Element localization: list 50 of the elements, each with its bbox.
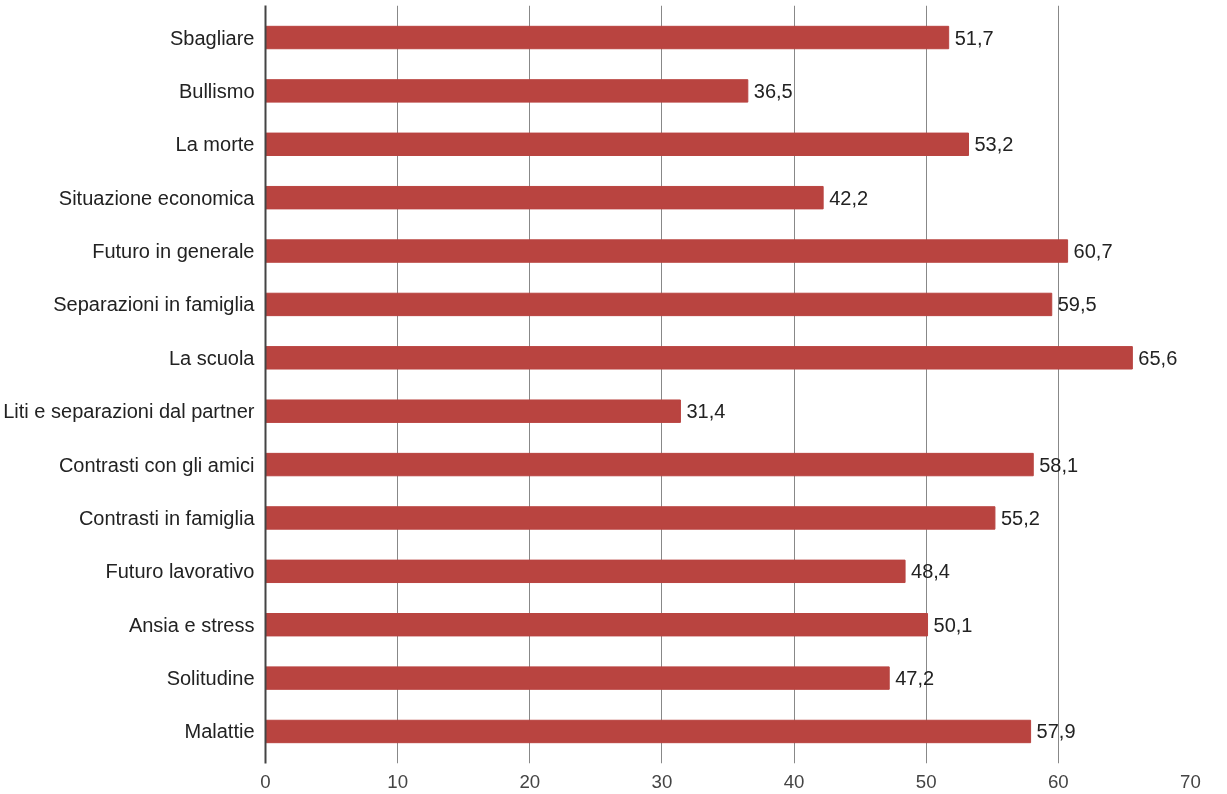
- data-label: 59,5: [1057, 293, 1097, 316]
- bar: [265, 613, 929, 637]
- x-tick-label: 60: [1047, 770, 1069, 792]
- data-label: 53,2: [974, 133, 1014, 156]
- bar: [265, 506, 996, 530]
- y-tick-label: La scuola: [168, 346, 256, 369]
- data-label: 42,2: [829, 186, 869, 209]
- data-label: 36,5: [753, 79, 793, 102]
- y-tick-label: Ansia e stress: [128, 613, 255, 636]
- data-label: 58,1: [1039, 453, 1079, 476]
- y-tick-label: Futuro lavorativo: [105, 560, 255, 583]
- y-tick-label: Separazioni in famiglia: [53, 293, 256, 316]
- bar: [265, 132, 969, 156]
- y-tick-label: Contrasti con gli amici: [58, 453, 255, 476]
- bar: [265, 399, 681, 423]
- data-label: 47,2: [895, 667, 935, 690]
- y-tick-label: Bullismo: [178, 79, 255, 102]
- bar: [265, 559, 906, 584]
- bar: [265, 185, 824, 210]
- y-tick-label: La morte: [175, 133, 255, 156]
- data-label: 50,1: [933, 613, 973, 636]
- x-tick-label: 10: [387, 770, 409, 792]
- x-tick-label: 0: [260, 770, 271, 792]
- bar: [265, 666, 890, 690]
- data-label: 48,4: [911, 560, 951, 583]
- bar: [265, 79, 749, 103]
- bar: [265, 452, 1034, 477]
- data-label: 31,4: [686, 400, 726, 423]
- y-tick-label: Sbagliare: [170, 26, 255, 49]
- bar: [265, 292, 1053, 317]
- data-label: 51,7: [954, 26, 994, 49]
- y-tick-label: Contrasti in famiglia: [78, 506, 256, 529]
- y-tick-label: Futuro in generale: [92, 240, 255, 263]
- x-tick-label: 50: [915, 770, 937, 792]
- x-tick-label: 20: [519, 770, 541, 792]
- x-tick-label: 40: [783, 770, 805, 792]
- x-tick-label: 70: [1180, 770, 1201, 792]
- y-tick-label: Situazione economica: [58, 186, 256, 209]
- data-label: 55,2: [1000, 506, 1040, 529]
- bar: [265, 719, 1032, 744]
- data-label: 60,7: [1073, 240, 1113, 263]
- bar: [265, 346, 1133, 370]
- bar: [265, 239, 1069, 263]
- y-tick-label: Solitudine: [166, 667, 255, 690]
- data-label: 65,6: [1138, 346, 1178, 369]
- data-label: 57,9: [1036, 720, 1076, 743]
- bar: [265, 25, 950, 50]
- y-tick-label: Malattie: [184, 720, 255, 743]
- y-tick-label: Liti e separazioni dal partner: [3, 400, 255, 423]
- x-tick-label: 30: [651, 770, 673, 792]
